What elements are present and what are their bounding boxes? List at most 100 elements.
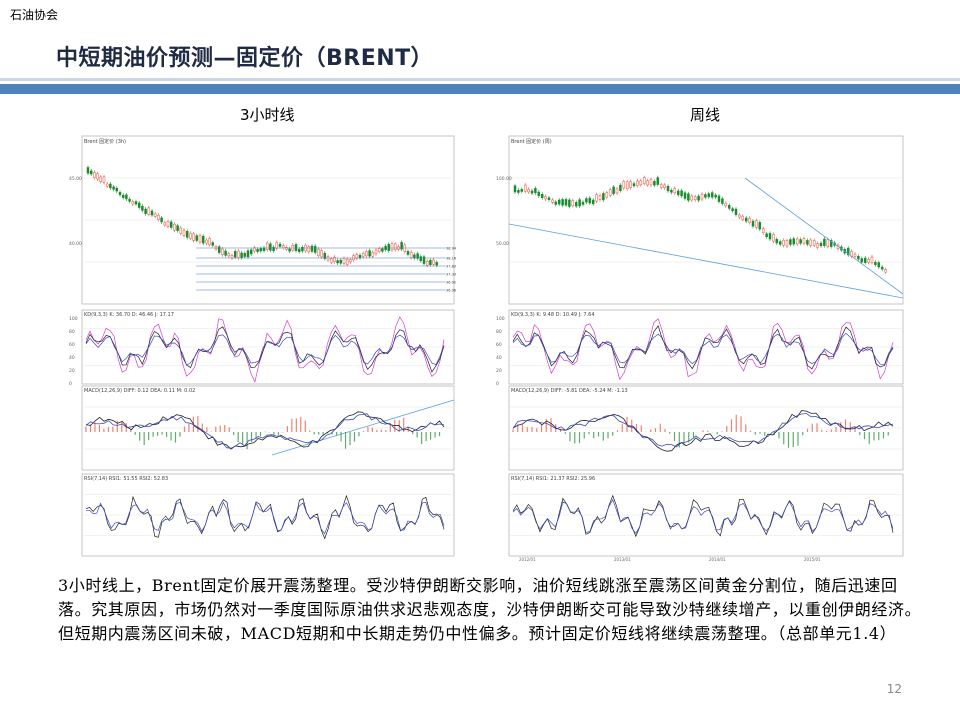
kd-axis-label: 100 [496, 316, 505, 322]
candle-body [294, 244, 298, 251]
candle-body [823, 238, 826, 246]
candle-body [544, 196, 547, 200]
candle-body [320, 250, 323, 258]
candle-body [653, 181, 656, 186]
fib-label: 38.16 [446, 257, 456, 261]
candle-body [256, 249, 259, 252]
candle-body [390, 243, 394, 251]
candle-body [371, 252, 375, 257]
kd-axis-label: 40 [496, 355, 502, 361]
candle-body [646, 180, 649, 186]
candle-body [153, 213, 157, 217]
candle-body [288, 248, 291, 252]
candle-body [819, 242, 823, 247]
candle-body [523, 184, 527, 192]
candle-body [540, 194, 544, 198]
x-tick-label: 2014/01 [709, 557, 726, 562]
candle-body [547, 197, 551, 200]
candle-body [602, 193, 605, 201]
candle-body [432, 259, 435, 265]
candle-body [714, 194, 717, 198]
candle-body [102, 176, 106, 183]
candle-body [259, 248, 263, 252]
candle-body [551, 199, 554, 203]
candle-body [690, 195, 694, 201]
candle-body [307, 246, 311, 253]
kd-axis-label: 0 [496, 381, 499, 387]
candle-body [243, 253, 247, 257]
candle-body [877, 262, 881, 268]
kd-axis-label: 100 [69, 316, 78, 322]
candle-body [400, 242, 403, 250]
candle-body [109, 183, 112, 189]
candle-body [625, 181, 629, 190]
candle-body [751, 220, 755, 227]
candle-body [700, 193, 704, 200]
candle-body [595, 194, 598, 202]
rsi-header: RSI(7,14) RSI1: 21.37 RSI2: 25.96 [511, 476, 595, 482]
kd-axis-label: 40 [69, 355, 75, 361]
candle-body [144, 208, 147, 214]
candle-body [636, 180, 639, 186]
candle-body [368, 250, 371, 257]
candle-body [734, 208, 738, 215]
candle-body [527, 188, 530, 193]
candle-body [697, 195, 700, 201]
candle-body [160, 217, 163, 223]
price-axis-label: 50.00 [496, 241, 509, 247]
kd-axis-label: 20 [69, 368, 75, 374]
candle-body [425, 260, 429, 266]
candle-body [656, 177, 660, 185]
candle-body [846, 247, 850, 256]
candle-body [237, 250, 240, 258]
candle-body [530, 190, 534, 194]
candle-body [416, 253, 419, 259]
candle-body [387, 244, 391, 251]
candle-body [721, 198, 724, 204]
candle-body [863, 257, 867, 263]
candle-body [205, 239, 208, 244]
down-trendline [744, 177, 904, 295]
kd-k-line [85, 326, 445, 373]
candle-body [795, 238, 799, 245]
candle-body [179, 227, 183, 234]
candle-body [355, 254, 359, 259]
candle-body [86, 167, 90, 174]
candle-body [246, 250, 250, 258]
slide-title: 中短期油价预测—固定价（BRENT） [56, 46, 434, 71]
candle-body [323, 252, 327, 259]
candle-body [676, 190, 680, 196]
candle-body [361, 253, 365, 257]
candle-body [517, 190, 520, 193]
candle-body [574, 202, 578, 207]
candle-body [809, 239, 813, 246]
candle-body [761, 228, 765, 233]
candle-body [585, 198, 588, 203]
candle-body [571, 200, 575, 206]
fib-label: 38.94 [446, 247, 457, 251]
candle-body [537, 191, 541, 197]
candle-body [349, 259, 352, 263]
candle-body [224, 250, 227, 256]
candle-body [419, 256, 423, 261]
candle-body [195, 235, 199, 241]
candle-body [365, 251, 368, 257]
candle-body [275, 242, 279, 249]
chart-weekly: Brent 固定价 (周) KD(9,3,3) K: 9.48 D: 10.49 … [495, 130, 911, 562]
candle-body [329, 258, 333, 263]
candle-body [345, 258, 349, 265]
candle-body [755, 220, 758, 228]
candle-body [422, 256, 426, 264]
candle-body [157, 214, 160, 220]
fib-label: 37.83 [446, 265, 456, 269]
candle-body [173, 224, 176, 231]
candle-body [605, 192, 609, 198]
candle-body [141, 205, 144, 211]
candle-body [147, 207, 151, 215]
fib-label: 36.92 [446, 281, 456, 285]
fib-label: 36.36 [446, 289, 456, 293]
candle-body [403, 244, 407, 252]
candle-body [429, 260, 432, 265]
candle-body [150, 210, 154, 216]
candle-body [137, 202, 141, 208]
